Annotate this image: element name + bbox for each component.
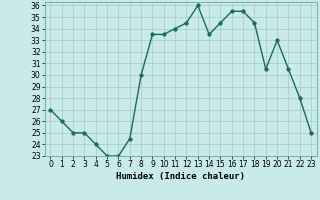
X-axis label: Humidex (Indice chaleur): Humidex (Indice chaleur) <box>116 172 245 181</box>
